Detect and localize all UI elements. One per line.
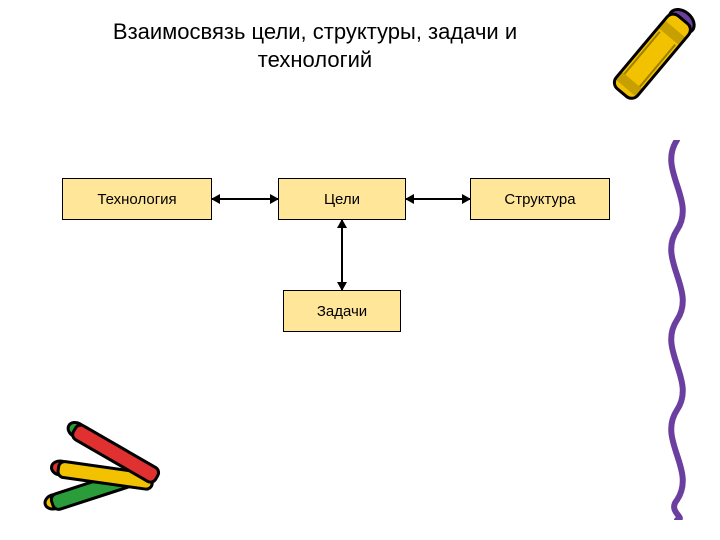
node-tasks-label: Задачи	[317, 303, 367, 320]
crayons-bottom-icon	[30, 405, 200, 525]
edge-goals-structure	[406, 198, 470, 200]
node-goals-label: Цели	[324, 191, 360, 208]
edge-goals-tasks	[341, 220, 343, 290]
edge-tech-goals	[212, 198, 278, 200]
page-title: Взаимосвязь цели, структуры, задачи и те…	[85, 18, 545, 73]
node-tasks: Задачи	[283, 290, 401, 332]
node-technology: Технология	[62, 178, 212, 220]
node-structure-label: Структура	[504, 191, 575, 208]
node-technology-label: Технология	[97, 191, 176, 208]
node-goals: Цели	[278, 178, 406, 220]
crayon-top-icon	[580, 0, 710, 140]
node-structure: Структура	[470, 178, 610, 220]
squiggle-icon	[652, 140, 702, 525]
